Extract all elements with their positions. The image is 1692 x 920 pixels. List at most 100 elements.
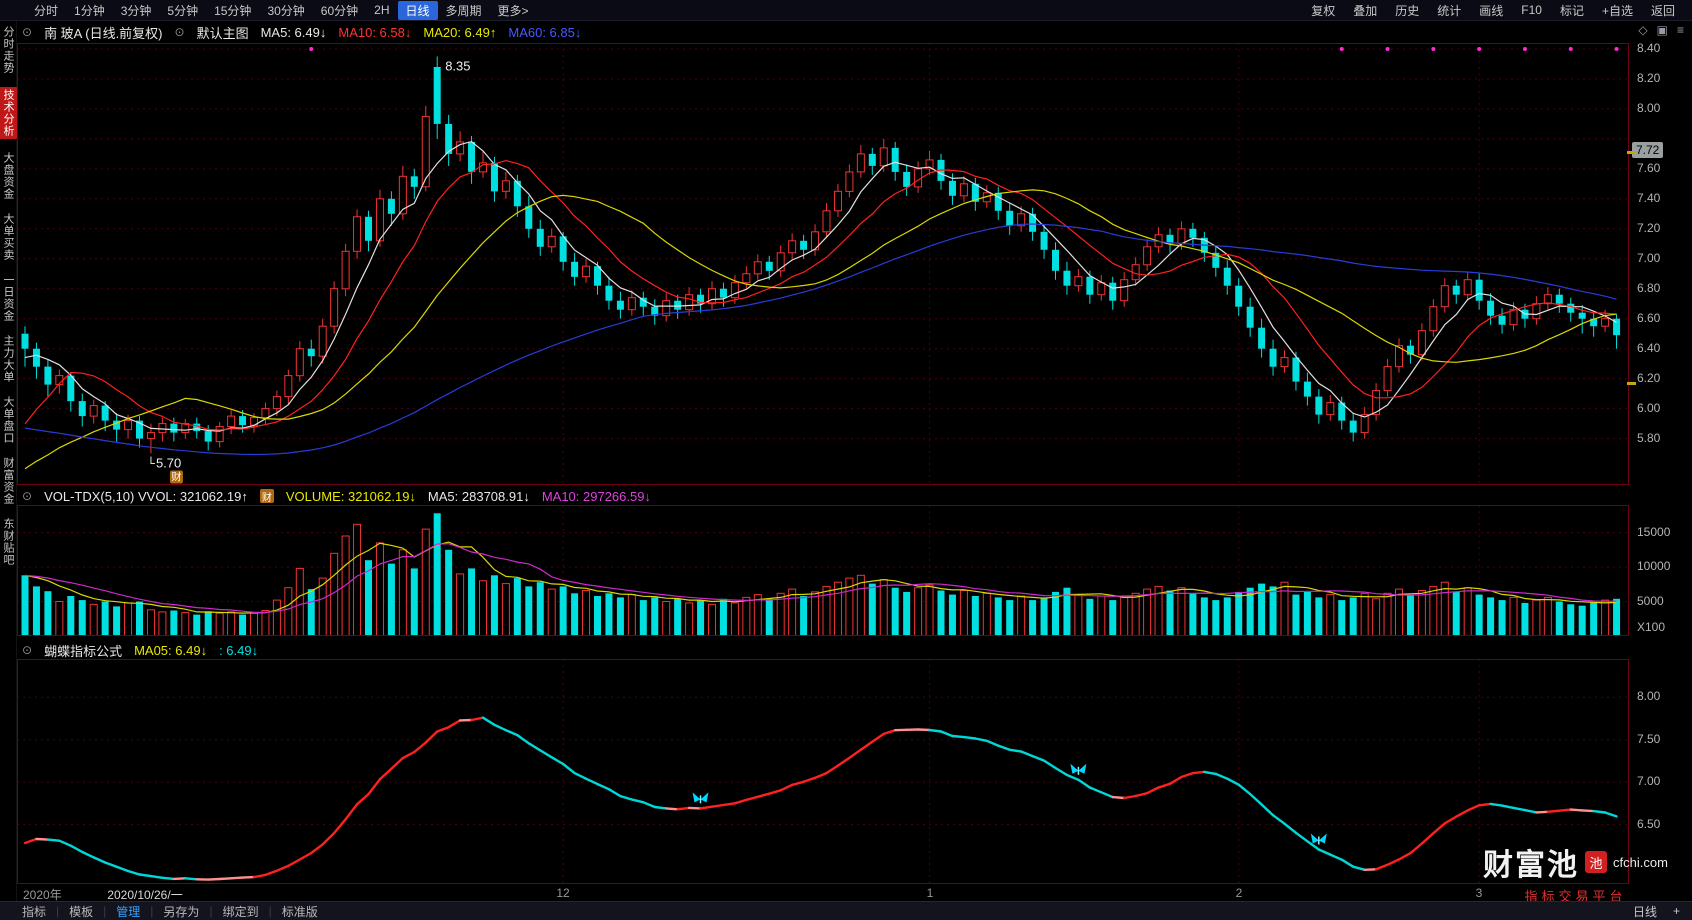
brand-logo: 财富池 [1483, 849, 1579, 882]
separator: | [56, 904, 60, 918]
period-tab-10[interactable]: 更多> [497, 3, 529, 18]
period-tab-8[interactable]: 日线 [397, 0, 438, 20]
separator: | [150, 904, 154, 918]
overlay-label: 默认主图 [196, 25, 249, 41]
menu-icon[interactable]: ≡ [1676, 23, 1684, 37]
collapse-icon[interactable]: ⊙ [174, 25, 185, 39]
period-tab-6[interactable]: 60分钟 [320, 3, 359, 18]
toolbar-button-3[interactable]: 统计 [1437, 3, 1462, 18]
svg-text:财: 财 [171, 471, 181, 484]
butterfly-header: ⊙ 蝴蝶指标公式 MA05: 6.49↓ : 6.49↓ [22, 640, 258, 660]
add-panel-icon[interactable]: + [1672, 904, 1680, 918]
date-tick: 3 [1475, 886, 1483, 900]
bottom-tab-4[interactable]: 绑定到 [222, 904, 259, 919]
date-tick: 12 [556, 886, 570, 900]
axis-label: 6.80 [1637, 281, 1661, 295]
period-tab-0[interactable]: 分时 [34, 3, 59, 18]
top-toolbar: 分时 1分钟 3分钟 5分钟 15分钟 30分钟 60分钟 2H 日线 多周期 更多> 复权 叠加 历史… [0, 0, 1692, 21]
vol-ma-label: MA5: 283708.91↓ [427, 488, 530, 504]
axis-tick [1627, 382, 1636, 385]
period-tab-2[interactable]: 3分钟 [120, 3, 152, 18]
ma-label: MA60: 6.85↓ [508, 24, 582, 40]
axis-label: 8.40 [1637, 41, 1661, 55]
sidebar-item-7[interactable]: 财富资金 [2, 457, 14, 505]
panel-icon[interactable]: ▣ [1656, 23, 1668, 37]
bottom-tabs: 指标 | 模板 | 管理 | 另存为 | 绑定到 | 标准版 [0, 903, 328, 920]
axis-label: 8.00 [1637, 689, 1661, 703]
axis-label: 6.50 [1637, 817, 1661, 831]
butterfly-icon [1070, 763, 1087, 775]
toolbar-button-5[interactable]: F10 [1521, 3, 1542, 17]
sidebar-item-5[interactable]: 主力大单 [2, 335, 14, 383]
toolbar-button-0[interactable]: 复权 [1311, 3, 1336, 18]
period-indicator[interactable]: 日线 [1632, 904, 1657, 919]
period-tabs: 分时 1分钟 3分钟 5分钟 15分钟 30分钟 60分钟 2H 日线 多周期 更多> [0, 0, 537, 20]
sidebar-item-2[interactable]: 大盘资金 [2, 152, 14, 200]
sidebar-item-3[interactable]: 大单买卖 [2, 213, 14, 261]
sidebar-item-8[interactable]: 东财贴吧 [2, 518, 14, 566]
axis-label: 7.00 [1637, 774, 1661, 788]
date-axis: 2020年 2020/10/26/一 12 1 2 3 [17, 884, 1629, 902]
collapse-icon[interactable]: ⊙ [22, 643, 33, 657]
bottom-tab-0[interactable]: 指标 [22, 904, 47, 919]
collapse-icon[interactable]: ⊙ [22, 489, 33, 503]
left-sidebar: 分时走势技术分析大盘资金大单买卖一日资金主力大单大单盘口财富资金东财贴吧 [0, 21, 17, 920]
axis-label: 5.80 [1637, 431, 1661, 445]
butterfly-icon [1310, 833, 1327, 845]
period-tab-7[interactable]: 2H [374, 3, 390, 17]
toolbar-button-4[interactable]: 画线 [1479, 3, 1504, 18]
period-tab-9[interactable]: 多周期 [445, 3, 482, 18]
bottom-toolbar: 指标 | 模板 | 管理 | 另存为 | 绑定到 | 标准版 日线 + [0, 901, 1692, 920]
main-chart-header: ⊙ 南 玻A (日线.前复权) ⊙ 默认主图 MA5: 6.49↓ MA10: 6.58↓… [22, 22, 581, 42]
toolbar-button-6[interactable]: 标记 [1559, 3, 1584, 18]
separator: | [268, 904, 272, 918]
period-tab-3[interactable]: 5分钟 [167, 3, 199, 18]
sidebar-item-0[interactable]: 分时走势 [2, 26, 14, 74]
svg-text:5.70: 5.70 [156, 456, 181, 471]
butterfly-icon [692, 792, 709, 804]
sidebar-item-6[interactable]: 大单盘口 [2, 396, 14, 444]
diamond-icon[interactable]: ◇ [1638, 23, 1648, 37]
volume-chart[interactable] [17, 505, 1629, 636]
period-tab-1[interactable]: 1分钟 [74, 3, 105, 18]
bottom-tab-3[interactable]: 另存为 [163, 904, 200, 919]
date-tick: 2 [1235, 886, 1243, 900]
collapse-icon[interactable]: ⊙ [22, 25, 33, 39]
sidebar-item-1[interactable]: 技术分析 [0, 87, 17, 139]
period-tab-4[interactable]: 15分钟 [214, 3, 252, 18]
period-tab-5[interactable]: 30分钟 [267, 3, 305, 18]
bottom-tab-2[interactable]: 管理 [116, 904, 141, 919]
bottom-tab-5[interactable]: 标准版 [281, 904, 318, 919]
brand-domain: cfchi.com [1613, 854, 1668, 870]
axis-label: 8.20 [1637, 71, 1661, 85]
vol-ma-label: MA10: 297266.59↓ [541, 488, 651, 504]
indicator-label: : 6.49↓ [219, 642, 259, 658]
marker-badge-icon: 财 [259, 489, 274, 504]
axis-label: 6.40 [1637, 341, 1661, 355]
sidebar-item-4[interactable]: 一日资金 [2, 274, 14, 322]
brand-tagline: 指标交易平台 [1524, 889, 1627, 904]
indicator-title: 蝴蝶指标公式 [44, 643, 123, 659]
header-icons: ◇ ▣ ≡ [1638, 23, 1684, 37]
ma-label: MA20: 6.49↑ [423, 24, 497, 40]
bottom-tab-1[interactable]: 模板 [69, 904, 94, 919]
symbol-title: 南 玻A (日线.前复权) [44, 25, 163, 41]
axis-label: 10000 [1637, 559, 1671, 573]
indicator-label: MA05: 6.49↓ [134, 642, 208, 658]
ma-label: MA10: 6.58↓ [338, 24, 412, 40]
toolbar-button-7[interactable]: +自选 [1601, 3, 1633, 18]
price-marker: 7.72 [1632, 142, 1664, 158]
toolbar-button-2[interactable]: 历史 [1395, 3, 1420, 18]
toolbar-button-1[interactable]: 叠加 [1353, 3, 1378, 18]
axis-tick [1627, 151, 1636, 154]
axis-label: 6.00 [1637, 401, 1661, 415]
butterfly-indicator-chart[interactable] [17, 659, 1629, 884]
candlestick-chart[interactable]: 8.35 5.70财 [17, 43, 1629, 485]
axis-label: 6.60 [1637, 311, 1661, 325]
toolbar-button-8[interactable]: 返回 [1650, 3, 1675, 18]
axis-label: 5000 [1637, 594, 1664, 608]
date-tick: 2020/10/26/一 [107, 888, 183, 902]
toolbar-buttons: 复权 叠加 历史 统计 画线 F10 标记 +自选 返回 [1302, 1, 1692, 20]
separator: | [103, 904, 107, 918]
